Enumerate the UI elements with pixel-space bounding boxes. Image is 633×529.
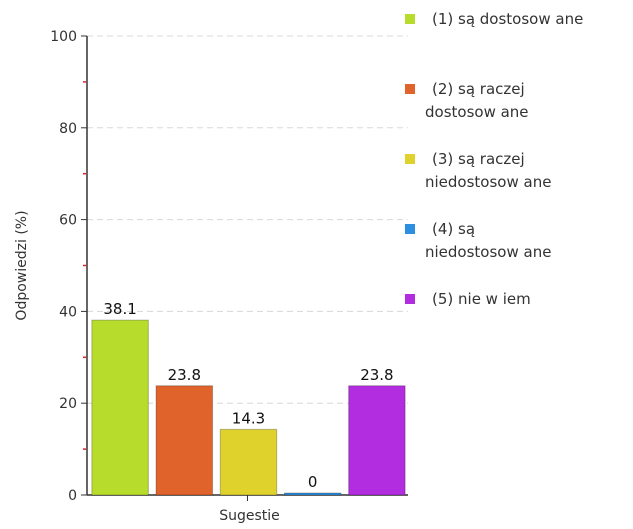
data-label: 14.3 [232, 409, 265, 427]
x-axis-title: Sugestie [219, 508, 280, 524]
y-tick-label: 40 [59, 304, 77, 320]
data-label: 23.8 [168, 366, 201, 384]
data-label: 23.8 [360, 366, 393, 384]
y-tick-label: 60 [59, 213, 77, 229]
y-tick-label: 20 [59, 396, 77, 412]
legend-label[interactable]: (3) są raczej [432, 150, 525, 168]
data-label: 0 [308, 473, 318, 491]
legend-swatch[interactable] [405, 14, 415, 24]
legend-label[interactable]: (2) są raczej [432, 80, 525, 98]
legend-label[interactable]: (1) są dostosow ane [432, 10, 583, 28]
bar[interactable] [155, 385, 214, 496]
bar[interactable] [91, 319, 149, 496]
legend-label[interactable]: (5) nie w iem [432, 290, 531, 308]
y-axis-title: Odpowiedzi (%) [14, 210, 30, 320]
data-label: 38.1 [103, 300, 136, 318]
bar[interactable] [283, 492, 342, 496]
bars-layer [91, 319, 406, 496]
legend-label[interactable]: niedostosow ane [425, 243, 551, 261]
bar[interactable] [348, 385, 406, 496]
legend-swatch[interactable] [405, 294, 415, 304]
labels-layer: 38.1 23.8 14.3 0 23.8 [103, 300, 393, 491]
y-tick-label: 80 [59, 121, 77, 137]
legend-swatch[interactable] [405, 224, 415, 234]
legend-label[interactable]: (4) są [432, 220, 475, 238]
legend-label[interactable]: dostosow ane [425, 103, 529, 121]
legend-label[interactable]: niedostosow ane [425, 173, 551, 191]
legend-swatch[interactable] [405, 84, 415, 94]
y-tick-label: 100 [50, 29, 77, 45]
legend: (1) są dostosow ane (2) są raczej dostosow… [405, 10, 583, 308]
bar[interactable] [219, 428, 278, 496]
legend-swatch[interactable] [405, 154, 415, 164]
y-tick-label: 0 [68, 488, 77, 504]
